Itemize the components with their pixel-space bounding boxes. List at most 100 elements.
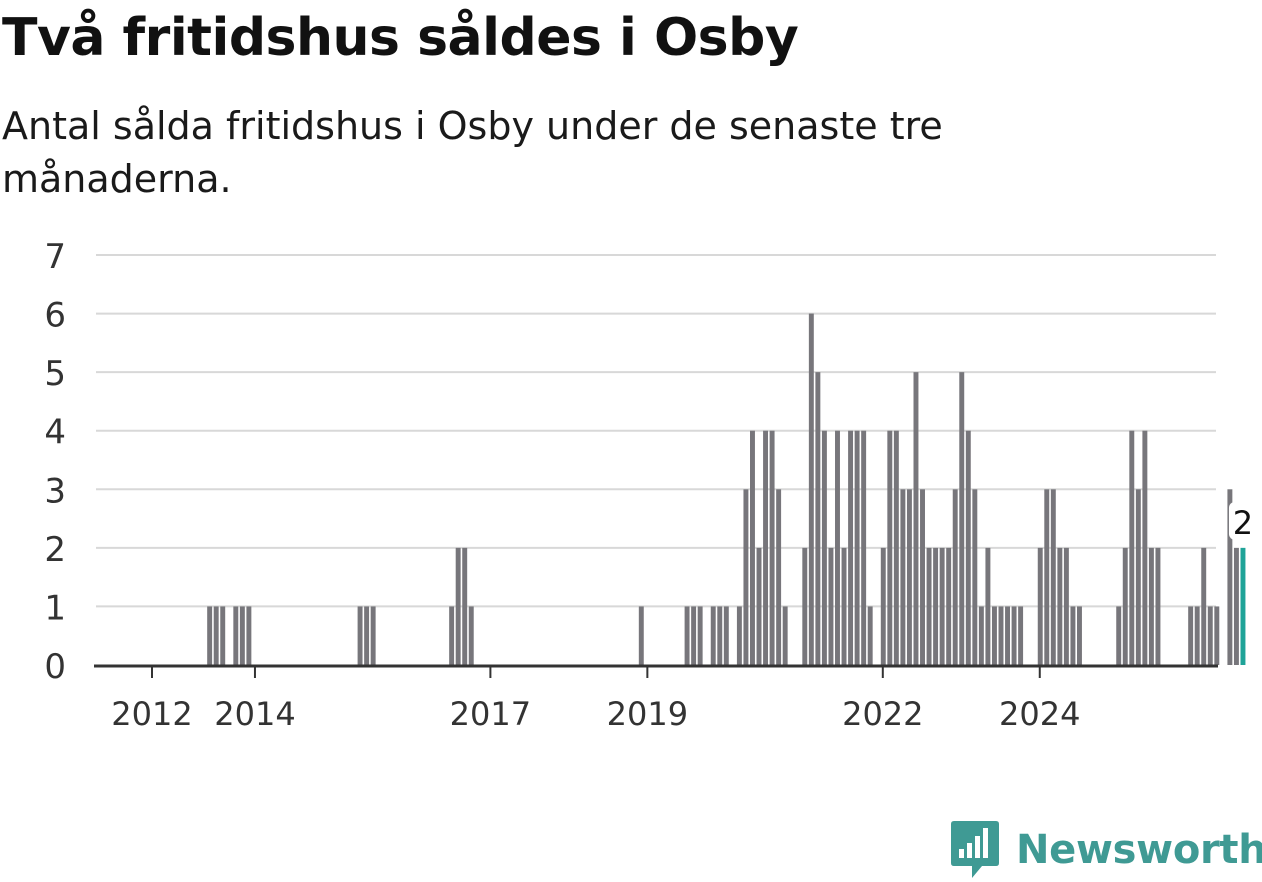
bar [959, 372, 965, 665]
bar [684, 606, 690, 665]
bar [207, 606, 213, 665]
bar [821, 430, 827, 665]
page-title: Två fritidshus såldes i Osby [2, 8, 799, 68]
bar [1005, 606, 1010, 665]
bar [1057, 547, 1063, 665]
bar [782, 606, 788, 665]
bar [213, 606, 219, 665]
bar [717, 606, 723, 665]
bars [207, 313, 1246, 665]
data-label-last: 2 [1233, 504, 1253, 542]
bar [906, 489, 912, 665]
bar [972, 489, 978, 665]
bar [449, 606, 455, 665]
bar [1155, 547, 1161, 665]
bar-chart: 0 1 2 3 4 5 6 7 2012 2014 2017 2019 2022 2024 2 [44, 237, 1257, 733]
bar [1227, 489, 1233, 665]
bar [978, 606, 984, 665]
bar [233, 606, 239, 665]
bar [998, 606, 1004, 665]
x-tick-label-2014: 2014 [214, 695, 295, 733]
bar [1194, 606, 1200, 665]
bar [848, 430, 854, 665]
bar [697, 606, 703, 665]
bar [893, 430, 899, 665]
bar [364, 606, 370, 665]
bar [1070, 606, 1076, 665]
bar-highlight [1240, 547, 1246, 665]
bar [239, 606, 245, 665]
bar [769, 430, 775, 665]
bar [1122, 547, 1128, 665]
y-tick-label-0: 0 [44, 647, 66, 687]
bar [462, 547, 468, 665]
data-label-background [1228, 501, 1257, 540]
bar [952, 489, 958, 665]
bar [1142, 430, 1148, 665]
x-axis-tick-labels: 2012 2014 2017 2019 2022 2024 [111, 695, 1080, 733]
bar [985, 547, 991, 665]
bar [220, 606, 226, 665]
bar [1135, 489, 1141, 665]
bar [1116, 606, 1122, 665]
bar [1050, 489, 1056, 665]
bar [920, 489, 925, 665]
bar [946, 547, 952, 665]
bar [939, 547, 945, 665]
bar [691, 606, 697, 665]
y-tick-label-2: 2 [44, 530, 66, 570]
bar [357, 606, 363, 665]
bar [1233, 547, 1239, 665]
bar [828, 547, 834, 665]
bar [802, 547, 808, 665]
bar [1188, 606, 1194, 665]
bar [900, 489, 906, 665]
bar [1011, 606, 1017, 665]
bar [750, 430, 755, 665]
bar [743, 489, 749, 665]
bar [933, 547, 939, 665]
y-tick-label-5: 5 [44, 354, 66, 394]
bar [1018, 606, 1024, 665]
bar [1129, 430, 1135, 665]
bar [370, 606, 376, 665]
bar [854, 430, 860, 665]
bar [468, 606, 474, 665]
bar [756, 547, 762, 665]
bar [1044, 489, 1050, 665]
bar [867, 606, 873, 665]
bar [835, 430, 840, 665]
x-tick-label-2022: 2022 [842, 695, 923, 733]
x-tick-label-2017: 2017 [450, 695, 531, 733]
bar [965, 430, 971, 665]
bar [455, 547, 461, 665]
y-tick-label-7: 7 [44, 237, 66, 277]
bar [808, 313, 814, 665]
bar [776, 489, 782, 665]
bar [246, 606, 252, 665]
x-tick-label-2024: 2024 [999, 695, 1080, 733]
bar [1148, 547, 1154, 665]
bar [861, 430, 867, 665]
y-tick-label-4: 4 [44, 413, 66, 453]
newsworthy-brand: Newsworthy [950, 818, 1262, 882]
bar [913, 372, 919, 665]
bar [1207, 606, 1213, 665]
bar [926, 547, 932, 665]
bar [763, 430, 769, 665]
y-axis-tick-labels: 0 1 2 3 4 5 6 7 [44, 237, 66, 687]
bar [991, 606, 997, 665]
bar [841, 547, 847, 665]
bar [1063, 547, 1069, 665]
bar [710, 606, 716, 665]
bar [1201, 547, 1207, 665]
y-tick-label-6: 6 [44, 296, 66, 336]
data-labels: 2 [1228, 501, 1257, 542]
x-axis [94, 664, 1218, 678]
x-tick-label-2019: 2019 [607, 695, 688, 733]
bar [1077, 606, 1082, 665]
gridlines [96, 254, 1216, 608]
newsworthy-logo-icon [951, 821, 999, 878]
bar [887, 430, 893, 665]
bar [880, 547, 886, 665]
